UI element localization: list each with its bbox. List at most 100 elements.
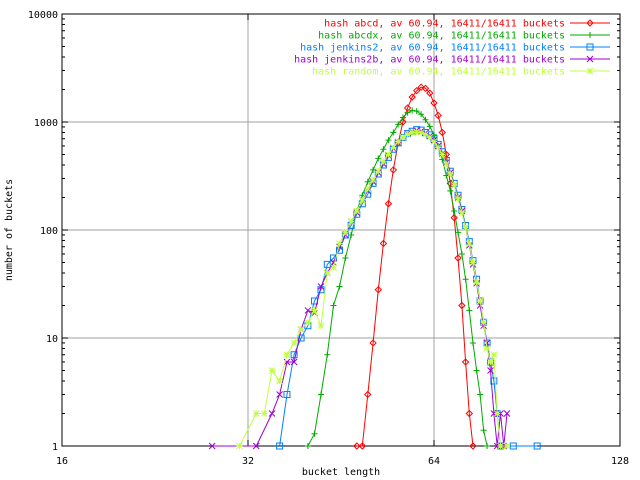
data-point (497, 442, 504, 450)
data-point (353, 207, 361, 215)
data-point (385, 151, 392, 158)
data-point (438, 151, 446, 158)
series-line (307, 109, 488, 447)
data-point (283, 351, 291, 359)
data-point (358, 442, 367, 450)
data-point (390, 129, 397, 136)
data-point (477, 391, 484, 398)
data-point (586, 67, 594, 75)
x-tick-label: 64 (428, 456, 440, 467)
y-tick-label: 10000 (28, 10, 58, 21)
legend-entry-label: hash abcdx, av 60.94, 16411/16411 bucket… (318, 31, 565, 42)
data-point (422, 130, 429, 138)
series-line (212, 130, 508, 447)
data-point (466, 307, 473, 314)
data-point (364, 390, 372, 399)
data-point (462, 276, 469, 283)
data-point (330, 302, 337, 309)
data-point (484, 443, 491, 449)
series-4 (208, 127, 511, 450)
data-point (324, 351, 331, 358)
data-point (493, 442, 501, 450)
data-point (430, 99, 438, 107)
data-point (380, 158, 387, 165)
x-tick-label: 32 (242, 456, 254, 467)
data-point (417, 83, 425, 91)
data-point (450, 181, 458, 189)
data-point (469, 442, 477, 450)
data-point (586, 43, 594, 51)
data-point (451, 207, 458, 214)
data-point (483, 345, 491, 352)
data-point (587, 32, 593, 38)
data-point (487, 358, 494, 366)
data-point (330, 264, 337, 271)
data-point (476, 297, 484, 305)
data-point (480, 318, 487, 326)
data-point (399, 114, 406, 121)
data-point (454, 254, 462, 262)
data-point (317, 286, 325, 294)
y-tick-label: 10 (46, 334, 58, 345)
data-point (586, 19, 594, 27)
data-point (462, 222, 470, 230)
data-point (413, 128, 421, 136)
data-point (336, 243, 343, 251)
data-point (426, 134, 434, 141)
data-point (399, 134, 407, 141)
data-point (384, 200, 393, 208)
data-point (442, 160, 450, 168)
data-point (408, 93, 416, 101)
axis-ticks: 16 32 64 128 1 10 100 1000 10000 (28, 10, 629, 467)
y-tick-label: 1000 (34, 118, 58, 129)
data-point (465, 240, 473, 248)
data-point (458, 250, 465, 257)
data-point (465, 409, 474, 418)
data-point (394, 138, 402, 145)
grid-lines (62, 14, 620, 446)
data-point (422, 116, 429, 123)
x-tick-label: 16 (56, 456, 68, 467)
data-point (297, 326, 305, 333)
data-point (458, 205, 466, 213)
data-point (434, 144, 442, 151)
data-point (509, 442, 517, 450)
data-point (336, 240, 343, 247)
data-point (348, 231, 355, 238)
data-point (461, 358, 470, 366)
data-point (268, 367, 276, 374)
data-point (208, 442, 216, 450)
data-point (283, 390, 291, 398)
data-point (533, 442, 541, 450)
data-point (385, 137, 392, 144)
data-point (503, 442, 511, 450)
data-point (374, 167, 382, 175)
data-point (311, 297, 319, 305)
legend-entry-label: hash abcd, av 60.94, 16411/16411 buckets (324, 19, 565, 30)
legend-entry-label: hash jenkins2b, av 60.94, 16411/16411 bu… (294, 55, 565, 66)
legend-entry-label: hash jenkins2, av 60.94, 16411/16411 buc… (300, 43, 565, 54)
data-point (450, 179, 458, 187)
data-point (469, 339, 476, 346)
data-point (446, 170, 454, 178)
data-point (297, 334, 305, 342)
data-point (276, 442, 284, 450)
data-point (483, 339, 491, 347)
y-tick-label: 100 (40, 226, 58, 237)
data-point (586, 55, 594, 63)
data-point (276, 391, 283, 398)
legend-entry-label: hash random, av 60.94, 16411/16411 bucke… (312, 67, 565, 78)
data-point (379, 239, 388, 248)
data-point (450, 213, 458, 222)
data-point (404, 109, 411, 116)
data-point (413, 108, 420, 115)
data-point (455, 229, 462, 236)
data-point (317, 391, 324, 398)
data-point (304, 307, 312, 314)
data-point (395, 121, 402, 128)
data-point (369, 176, 377, 184)
data-point (412, 86, 421, 95)
data-point (252, 410, 260, 417)
data-point (290, 358, 298, 366)
data-point (364, 185, 372, 193)
